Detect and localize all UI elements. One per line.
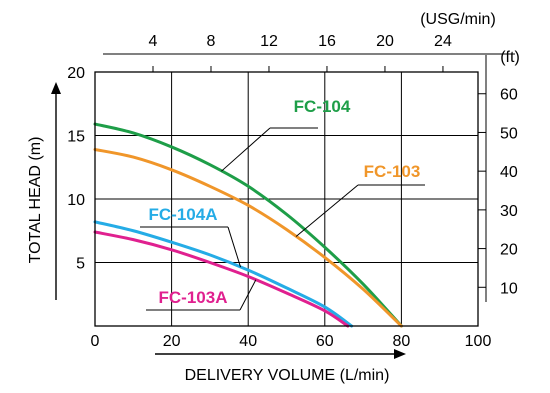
axes: 0 20 40 60 80 100 5 10 15 20 4 8 12 16 20 24 10 20 30 40 50 6… — [51, 33, 518, 359]
x-axis-title: DELIVERY VOLUME (L/min) — [185, 367, 390, 384]
y-tick-label: 15 — [67, 129, 85, 146]
y-arrow-head — [51, 82, 61, 94]
x-tick-label: 100 — [465, 333, 492, 350]
leader-line — [221, 127, 271, 172]
curve-fc-103a — [93, 230, 350, 328]
right-tick-label: 30 — [500, 203, 518, 220]
secondary-y-unit: (ft) — [500, 49, 520, 66]
x-tick-label: 20 — [163, 333, 181, 350]
x-tick-label: 80 — [393, 333, 411, 350]
x-arrow-head — [394, 349, 406, 359]
leader-line — [239, 279, 257, 311]
grid — [95, 72, 478, 326]
right-tick-label: 40 — [500, 164, 518, 181]
series-label-fc-104: FC-104 — [294, 97, 351, 116]
leader-line — [295, 184, 359, 237]
curve-fc-104 — [93, 122, 403, 328]
series-labels: FC-104 FC-103 FC-104A FC-103A — [149, 97, 421, 307]
label-leader-lines — [140, 127, 425, 311]
series-label-fc-104a: FC-104A — [149, 205, 218, 224]
top-tick-label: 12 — [260, 33, 278, 50]
right-tick-label: 10 — [500, 280, 518, 297]
top-tick-label: 8 — [207, 33, 216, 50]
curve-fc-103 — [93, 147, 403, 328]
top-tick-label: 4 — [149, 33, 158, 50]
leader-line — [227, 226, 242, 268]
series-label-fc-103a: FC-103A — [159, 288, 228, 307]
plot-frame — [94, 71, 479, 327]
y-tick-label: 5 — [76, 256, 85, 273]
y-tick-label: 10 — [67, 192, 85, 209]
x-tick-label: 40 — [239, 333, 257, 350]
top-tick-label: 20 — [376, 33, 394, 50]
right-tick-label: 60 — [500, 87, 518, 104]
curve-fc-104a — [93, 220, 354, 328]
x-tick-label: 60 — [316, 333, 334, 350]
secondary-x-unit: (USG/min) — [420, 11, 496, 28]
performance-curves — [93, 122, 403, 328]
y-tick-label: 20 — [67, 65, 85, 82]
right-tick-label: 50 — [500, 125, 518, 142]
series-label-fc-103: FC-103 — [364, 162, 421, 181]
x-tick-label: 0 — [91, 333, 100, 350]
y-axis-title: TOTAL HEAD (m) — [27, 137, 44, 264]
right-tick-label: 20 — [500, 242, 518, 259]
top-tick-label: 24 — [434, 33, 452, 50]
top-tick-label: 16 — [318, 33, 336, 50]
